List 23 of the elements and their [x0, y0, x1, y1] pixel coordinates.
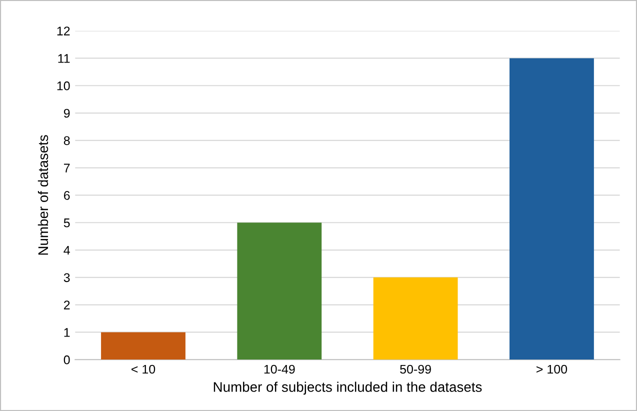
y-tick-label: 1 — [64, 328, 70, 337]
y-tick-label: 11 — [58, 54, 70, 63]
y-tick-label: 7 — [64, 164, 70, 172]
x-axis-title: Number of subjects included in the datasets — [214, 382, 482, 395]
bar — [237, 222, 322, 360]
x-tick-label: 50-99 — [400, 364, 431, 374]
y-axis-title: Number of datasets — [38, 135, 48, 255]
y-tick-label: 9 — [64, 108, 70, 118]
y-tick-label: 5 — [64, 218, 70, 228]
y-tick-label: 12 — [57, 26, 70, 36]
x-tick-label: 10-49 — [264, 364, 295, 374]
y-tick-label: 4 — [64, 246, 70, 255]
bar — [101, 332, 186, 360]
y-tick-label: 3 — [64, 273, 70, 282]
y-tick-label: 2 — [64, 300, 70, 310]
x-tick-label: > 100 — [536, 364, 568, 374]
y-tick-label: 8 — [64, 136, 70, 146]
bar — [510, 58, 594, 360]
bar — [373, 277, 458, 360]
y-tick-label: 6 — [64, 191, 70, 200]
x-tick-label: < 10 — [132, 364, 156, 374]
y-tick-label: 0 — [64, 355, 70, 364]
y-tick-label: 10 — [57, 81, 70, 90]
